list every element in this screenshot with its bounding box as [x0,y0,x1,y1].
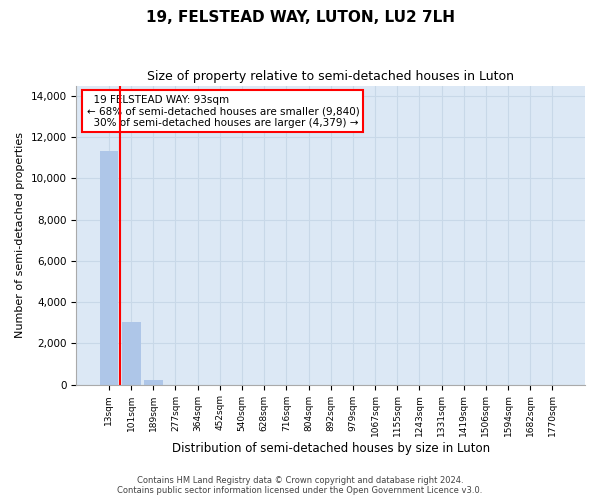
X-axis label: Distribution of semi-detached houses by size in Luton: Distribution of semi-detached houses by … [172,442,490,455]
Text: 19, FELSTEAD WAY, LUTON, LU2 7LH: 19, FELSTEAD WAY, LUTON, LU2 7LH [146,10,455,25]
Y-axis label: Number of semi-detached properties: Number of semi-detached properties [15,132,25,338]
Bar [100,150,118,384]
Bar [144,380,163,384]
Title: Size of property relative to semi-detached houses in Luton: Size of property relative to semi-detach… [147,70,514,83]
Text: 19 FELSTEAD WAY: 93sqm
← 68% of semi-detached houses are smaller (9,840)
  30% o: 19 FELSTEAD WAY: 93sqm ← 68% of semi-det… [86,94,359,128]
Text: Contains HM Land Registry data © Crown copyright and database right 2024.
Contai: Contains HM Land Registry data © Crown c… [118,476,482,495]
Bar [122,322,140,384]
